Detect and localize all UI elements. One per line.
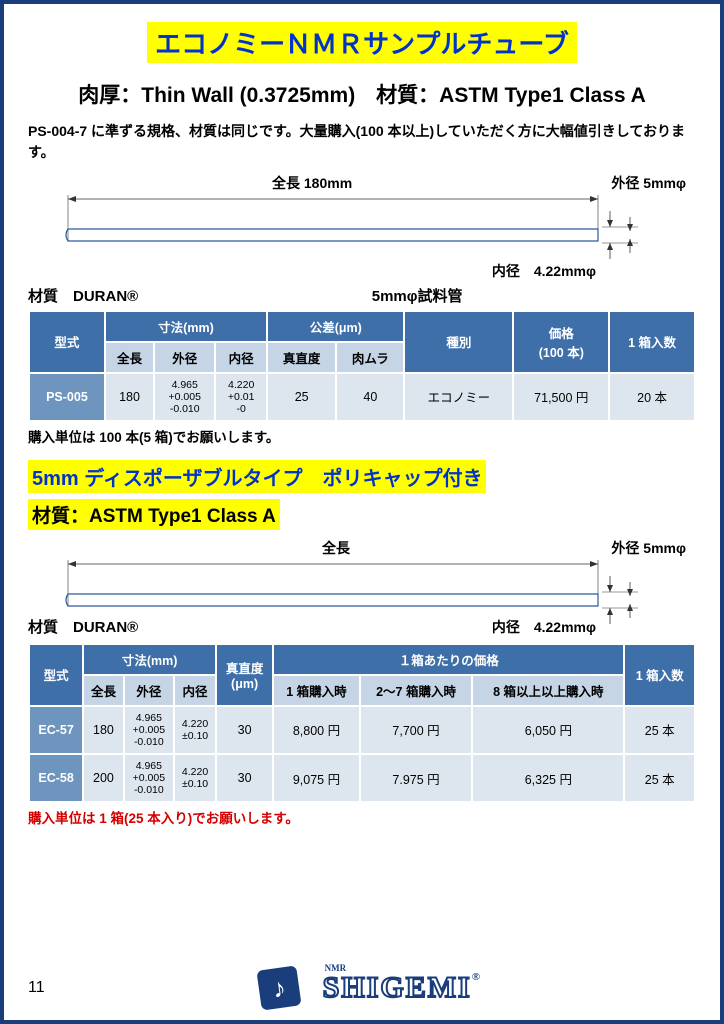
t2-r1-id: 4.220 ±0.10 bbox=[174, 754, 216, 802]
t2-r0-round: 30 bbox=[216, 706, 273, 754]
spec-title-1: 5mmφ試料管 bbox=[138, 285, 696, 306]
diagram1-length-label: 全長 180mm bbox=[272, 173, 352, 193]
logo-main-text: SHIGEMI bbox=[323, 971, 472, 1004]
section2-title: 5mm ディスポーザブルタイプ ポリキャップ付き bbox=[28, 460, 696, 493]
t2-h-round: 真直度 (μm) bbox=[216, 644, 273, 706]
material-label-1: 材質 DURAN® bbox=[28, 285, 138, 306]
t2-r0-id: 4.220 ±0.10 bbox=[174, 706, 216, 754]
note-2: 購入単位は 1 箱(25 本入り)でお願いします。 bbox=[28, 807, 696, 827]
t2-r1-p3: 6,325 円 bbox=[472, 754, 624, 802]
logo-area: ♪ NMR SHIGEMI® bbox=[45, 968, 696, 1008]
t2-r1-od: 4.965 +0.005 -0.010 bbox=[124, 754, 174, 802]
t2-h-id: 内径 bbox=[174, 675, 216, 706]
diagram2-length-label: 全長 bbox=[322, 538, 350, 558]
diagram2-od-label: 外径 5mmφ bbox=[611, 538, 686, 558]
t1-h-id: 内径 bbox=[215, 342, 267, 373]
title-wrap: エコノミーＮＭＲサンプルチューブ bbox=[28, 22, 696, 71]
t2-h-p2: 2～7 箱購入時 bbox=[360, 675, 472, 706]
diagram2-id-label: 内径 4.22mmφ bbox=[492, 617, 596, 637]
t1-type: エコノミー bbox=[404, 373, 513, 421]
page-footer: 11 ♪ NMR SHIGEMI® bbox=[28, 968, 696, 1008]
t1-model: PS-005 bbox=[29, 373, 105, 421]
registered-mark: ® bbox=[472, 971, 482, 983]
t1-od: 4.965 +0.005 -0.010 bbox=[154, 373, 215, 421]
t1-price: 71,500 円 bbox=[513, 373, 609, 421]
spec-table-2: 型式 寸法(mm) 真直度 (μm) １箱あたりの価格 1 箱入数 全長 外径 … bbox=[28, 643, 696, 803]
main-title: エコノミーＮＭＲサンプルチューブ bbox=[147, 22, 577, 63]
t2-r1-qty: 25 本 bbox=[624, 754, 695, 802]
t2-r0-p3: 6,050 円 bbox=[472, 706, 624, 754]
t2-h-qty: 1 箱入数 bbox=[624, 644, 695, 706]
t1-qty: 20 本 bbox=[609, 373, 695, 421]
t2-r0-p1: 8,800 円 bbox=[273, 706, 360, 754]
t2-h-p3: 8 箱以上以上購入時 bbox=[472, 675, 624, 706]
t1-h-wall: 肉ムラ bbox=[336, 342, 404, 373]
logo-nmr: NMR bbox=[325, 963, 347, 973]
t2-r1-model: EC-58 bbox=[29, 754, 83, 802]
t1-h-qty: 1 箱入数 bbox=[609, 311, 695, 373]
company-mark-icon: ♪ bbox=[256, 965, 301, 1010]
t1-h-dims: 寸法(mm) bbox=[105, 311, 267, 342]
t1-len: 180 bbox=[105, 373, 154, 421]
t1-h-tol: 公差(μm) bbox=[267, 311, 404, 342]
t2-h-len: 全長 bbox=[83, 675, 124, 706]
tube-diagram-1: 全長 180mm 外径 5mmφ 内径 4.22mmφ bbox=[28, 173, 696, 283]
t2-r0-od: 4.965 +0.005 -0.010 bbox=[124, 706, 174, 754]
subtitle: 肉厚：Thin Wall (0.3725mm) 材質：ASTM Type1 Cl… bbox=[28, 79, 696, 113]
t2-h-model: 型式 bbox=[29, 644, 83, 706]
description-text: PS-004-7 に準ずる規格、材質は同じです。大量購入(100 本以上)してい… bbox=[28, 121, 696, 163]
spec-table-1: 型式 寸法(mm) 公差(μm) 種別 価格 (100 本) 1 箱入数 全長 … bbox=[28, 310, 696, 422]
page-number: 11 bbox=[28, 979, 45, 997]
section2-sub-text: 材質：ASTM Type1 Class A bbox=[28, 499, 280, 530]
t2-r0-model: EC-57 bbox=[29, 706, 83, 754]
t1-h-od: 外径 bbox=[154, 342, 215, 373]
t2-r1-len: 200 bbox=[83, 754, 124, 802]
t2-h-p1: 1 箱購入時 bbox=[273, 675, 360, 706]
t1-h-type: 種別 bbox=[404, 311, 513, 373]
company-logo-text: NMR SHIGEMI® bbox=[323, 971, 482, 1005]
diagram1-od-label: 外径 5mmφ bbox=[611, 173, 686, 193]
material-label-2: 材質 DURAN® bbox=[28, 616, 138, 637]
section2-sub: 材質：ASTM Type1 Class A bbox=[28, 499, 696, 530]
t2-r0-qty: 25 本 bbox=[624, 706, 695, 754]
t1-h-model: 型式 bbox=[29, 311, 105, 373]
t2-r1-p1: 9,075 円 bbox=[273, 754, 360, 802]
t1-id: 4.220 +0.01 -0 bbox=[215, 373, 267, 421]
page-frame: エコノミーＮＭＲサンプルチューブ 肉厚：Thin Wall (0.3725mm)… bbox=[0, 0, 724, 1024]
t1-wall: 40 bbox=[336, 373, 404, 421]
section2-title-text: 5mm ディスポーザブルタイプ ポリキャップ付き bbox=[28, 460, 486, 493]
note-1: 購入単位は 100 本(5 箱)でお願いします。 bbox=[28, 426, 696, 446]
t2-h-price-title: １箱あたりの価格 bbox=[273, 644, 624, 675]
t2-r0-p2: 7,700 円 bbox=[360, 706, 472, 754]
diagram1-id-label: 内径 4.22mmφ bbox=[492, 261, 596, 281]
t2-r1-p2: 7.975 円 bbox=[360, 754, 472, 802]
t1-h-price: 価格 (100 本) bbox=[513, 311, 609, 373]
t2-r1-round: 30 bbox=[216, 754, 273, 802]
t1-round: 25 bbox=[267, 373, 336, 421]
t1-h-len: 全長 bbox=[105, 342, 154, 373]
tube-diagram-2: 全長 外径 5mmφ 内径 4.22mmφ 材質 DURAN® bbox=[28, 538, 696, 643]
t2-h-dims: 寸法(mm) bbox=[83, 644, 216, 675]
t2-r0-len: 180 bbox=[83, 706, 124, 754]
t2-h-od: 外径 bbox=[124, 675, 174, 706]
t1-h-round: 真直度 bbox=[267, 342, 336, 373]
material-row-1: 材質 DURAN® 5mmφ試料管 bbox=[28, 285, 696, 306]
